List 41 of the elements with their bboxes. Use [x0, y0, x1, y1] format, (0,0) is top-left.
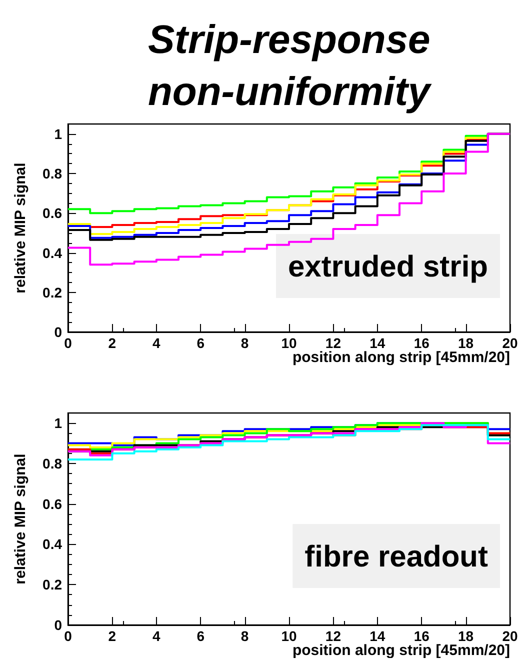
x-tick-label: 8 [240, 335, 249, 351]
chart-title: Strip-response non-uniformity [148, 18, 442, 114]
y-tick-label: 1 [54, 415, 62, 432]
y-tick-label: 0.6 [42, 496, 62, 512]
x-axis-title: position along strip [45mm/20] [292, 349, 510, 366]
y-tick-label: 0 [54, 324, 62, 340]
x-tick-label: 0 [64, 628, 72, 644]
x-tick-label: 18 [458, 335, 474, 351]
annotation: extruded strip [288, 250, 488, 284]
x-tick-label: 18 [458, 628, 474, 644]
y-tick-label: 0.4 [42, 536, 62, 552]
y-axis-title: relative MIP signal [12, 454, 29, 584]
x-tick-label: 4 [152, 335, 160, 351]
x-tick-label: 14 [370, 628, 386, 644]
x-tick-label: 14 [370, 335, 386, 351]
y-axis-title: relative MIP signal [12, 162, 29, 294]
x-tick-label: 20 [502, 335, 518, 351]
x-tick-label: 10 [281, 335, 297, 351]
x-tick-label: 12 [325, 628, 342, 644]
x-axis-title: position along strip [45mm/20] [292, 642, 510, 659]
x-tick-label: 12 [325, 335, 342, 351]
x-tick-label: 10 [281, 628, 297, 644]
x-tick-label: 6 [196, 335, 205, 351]
x-tick-label: 2 [108, 335, 116, 351]
annotation: fibre readout [304, 540, 488, 574]
x-tick-label: 6 [196, 628, 205, 644]
y-tick-label: 0 [54, 617, 62, 633]
x-tick-label: 4 [152, 628, 160, 644]
y-tick-label: 0.8 [42, 166, 62, 182]
x-tick-label: 16 [414, 335, 430, 351]
y-tick-label: 0.2 [42, 284, 62, 300]
x-tick-label: 20 [502, 628, 518, 644]
x-tick-label: 8 [240, 628, 249, 644]
y-tick-label: 0.6 [42, 205, 62, 222]
y-tick-label: 0.4 [42, 244, 62, 261]
y-tick-label: 0.8 [42, 455, 62, 472]
x-tick-label: 16 [414, 628, 430, 644]
y-tick-label: 1 [54, 126, 62, 142]
y-tick-label: 0.2 [42, 576, 62, 593]
x-tick-label: 2 [108, 628, 116, 644]
x-tick-label: 0 [64, 335, 72, 351]
